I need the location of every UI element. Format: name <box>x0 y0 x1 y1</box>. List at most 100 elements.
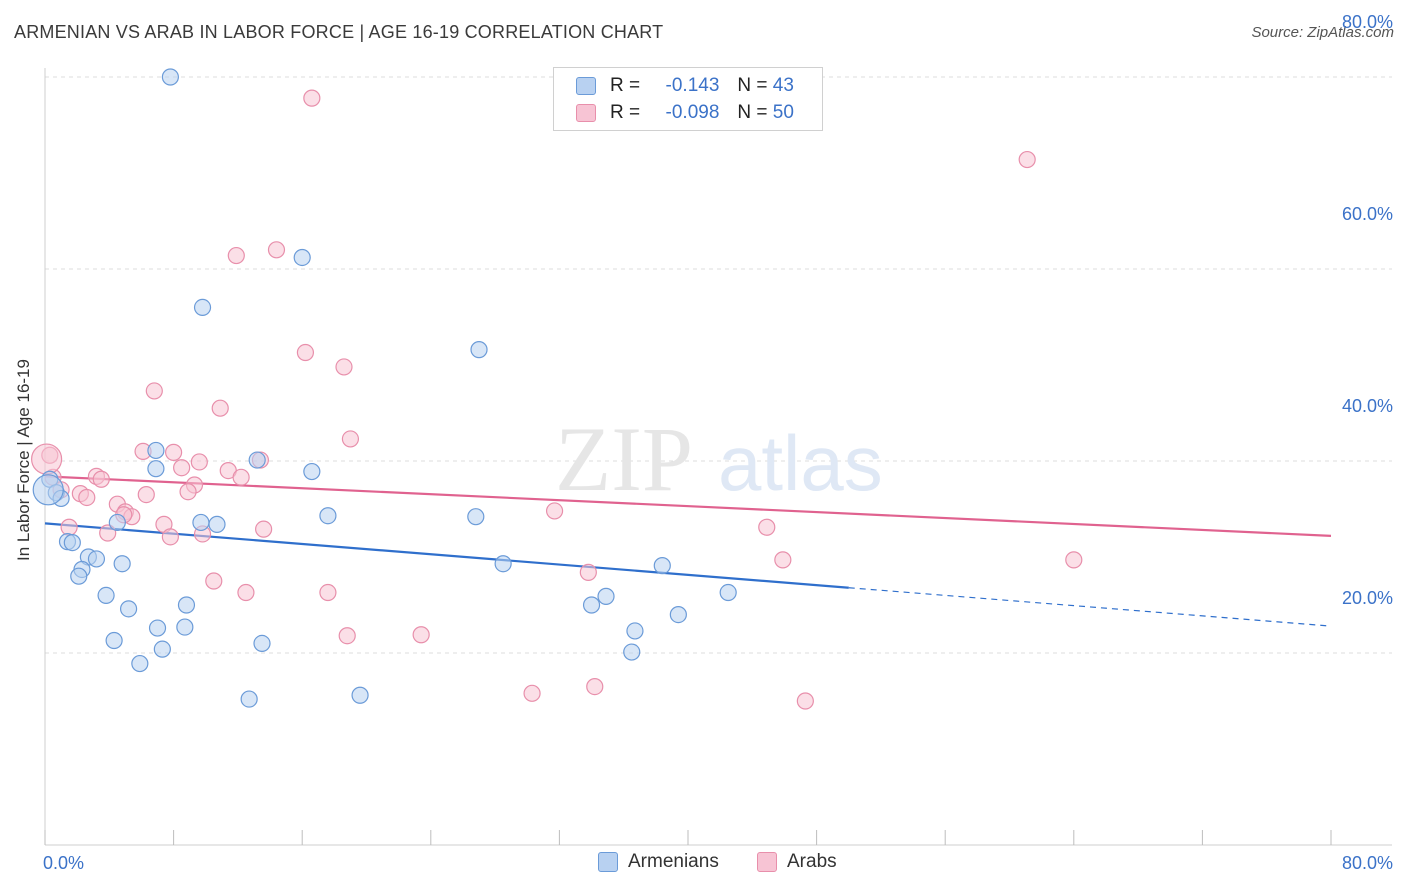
armenians-n-value: 43 <box>772 75 794 96</box>
armenians-point <box>494 555 512 573</box>
arabs-point <box>165 443 183 461</box>
armenians-point <box>177 596 196 614</box>
armenians-trend-line <box>44 522 849 589</box>
chart-title: ARMENIAN VS ARAB IN LABOR FORCE | AGE 16… <box>14 22 664 42</box>
arabs-legend-label: Arabs <box>787 851 837 872</box>
armenians-point <box>105 631 123 650</box>
y-tick-label: 60.0% <box>1342 204 1393 224</box>
watermark: ZIP atlas <box>555 408 883 510</box>
arabs-point <box>173 459 191 477</box>
arabs-point <box>211 399 229 417</box>
legend-row-arabs: R = -0.098 N = 50 <box>576 101 794 125</box>
armenians-point <box>193 298 212 316</box>
grid <box>45 76 1392 654</box>
armenians-swatch <box>576 77 596 95</box>
armenians-point <box>97 586 115 605</box>
armenians-point <box>253 634 271 653</box>
arabs-n-label: N = <box>737 102 768 123</box>
y-tick-label: 20.0% <box>1342 588 1393 608</box>
arabs-point <box>227 246 245 265</box>
arabs-point <box>78 488 96 507</box>
arabs-point <box>179 483 197 501</box>
armenians-point <box>303 462 321 481</box>
arabs-point <box>1065 551 1083 569</box>
arabs-point <box>205 572 223 590</box>
arabs-point <box>237 583 255 602</box>
tick-labels: 20.0% 40.0% 60.0% 80.0% 0.0% 80.0% <box>43 12 1393 873</box>
armenians-point <box>208 515 226 533</box>
watermark-zip: ZIP <box>555 408 693 510</box>
armenians-point <box>470 341 488 359</box>
armenians-point <box>147 441 165 460</box>
arabs-point <box>586 677 604 696</box>
arabs-point <box>92 470 110 488</box>
armenians-point <box>669 605 687 624</box>
stats-legend: R = -0.143 N = 43 R = -0.098 N = 50 <box>553 67 823 131</box>
arabs-point <box>137 486 155 504</box>
armenians-point <box>63 533 81 552</box>
armenians-point <box>70 567 88 585</box>
y-tick-label: 40.0% <box>1342 396 1393 416</box>
armenians-point <box>108 513 126 532</box>
armenians-point <box>653 557 671 575</box>
arabs-point <box>296 343 315 362</box>
arabs-point <box>232 468 250 486</box>
arabs-point <box>1018 150 1036 169</box>
armenians-r-label: R = <box>610 75 641 96</box>
armenians-point <box>32 474 64 506</box>
arabs-point <box>758 518 776 536</box>
armenians-point <box>147 460 165 478</box>
arabs-point <box>99 524 117 542</box>
arabs-point <box>145 382 163 400</box>
armenians-point <box>467 508 485 526</box>
arabs-point <box>523 684 541 702</box>
armenians-point <box>161 68 179 86</box>
watermark-atlas: atlas <box>718 419 883 507</box>
arabs-n-value: 50 <box>772 102 794 123</box>
armenians-point <box>176 618 194 636</box>
y-tick-label: 80.0% <box>1342 12 1393 32</box>
armenians-point <box>319 507 337 525</box>
armenians-point <box>131 654 149 673</box>
arabs-point <box>267 241 286 259</box>
series-legend: Armenians Arabs <box>0 851 1406 877</box>
arabs-point <box>341 430 360 448</box>
armenians-point <box>148 619 167 637</box>
arabs-point <box>774 551 792 569</box>
armenians-point <box>719 583 737 602</box>
armenians-point <box>582 596 601 614</box>
armenians-n-label: N = <box>737 75 768 96</box>
arabs-point <box>319 583 337 602</box>
x-tick-label-max: 80.0% <box>1342 853 1393 873</box>
arabs-r-label: R = <box>610 102 641 123</box>
armenians-point <box>293 248 311 267</box>
arabs-legend-swatch <box>757 852 777 872</box>
armenians-point <box>192 513 210 532</box>
arabs-point <box>31 443 63 475</box>
armenians-point <box>623 643 641 661</box>
armenians-point <box>113 555 131 573</box>
armenians-point <box>87 550 106 568</box>
source-credit: Source: ZipAtlas.com <box>1251 24 1394 41</box>
armenians-point <box>119 600 138 618</box>
armenians-point <box>153 640 171 658</box>
armenians-point <box>626 622 644 640</box>
arabs-point <box>255 520 273 538</box>
y-axis-label: In Labor Force | Age 16-19 <box>14 359 33 561</box>
arabs-point <box>338 627 356 645</box>
data-points <box>31 68 1083 710</box>
arabs-point <box>303 89 321 107</box>
arabs-point <box>335 358 353 376</box>
armenians-point <box>240 690 258 708</box>
armenians-legend-label: Armenians <box>628 851 719 872</box>
arabs-trend-line <box>44 475 1332 537</box>
arabs-point <box>190 453 208 471</box>
arabs-point <box>161 528 179 546</box>
armenians-point <box>351 686 369 704</box>
arabs-point <box>412 626 430 644</box>
legend-item-arabs[interactable]: Arabs <box>757 851 837 873</box>
legend-item-armenians[interactable]: Armenians <box>598 851 719 873</box>
trend-lines <box>44 475 1332 627</box>
armenians-trend-extension <box>848 587 1332 627</box>
